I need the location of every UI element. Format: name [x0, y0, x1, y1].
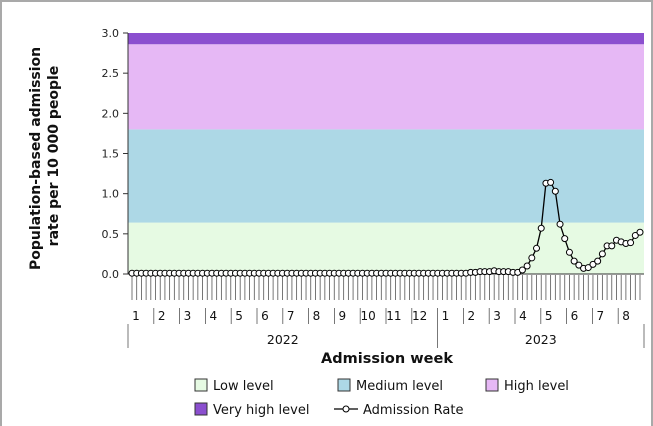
data-point	[551, 187, 559, 195]
legend-swatch	[194, 378, 208, 392]
month-label: 4	[209, 309, 217, 323]
month-label: 1	[442, 309, 450, 323]
band-high-level	[128, 44, 644, 130]
month-label: 7	[287, 309, 295, 323]
month-label: 3	[493, 309, 501, 323]
legend: Low level Medium level High level Very high…	[194, 378, 569, 418]
month-label: 6	[261, 309, 269, 323]
data-point	[537, 224, 545, 232]
data-point	[636, 228, 644, 236]
data-point	[528, 254, 536, 262]
month-label: 1	[132, 309, 140, 323]
legend-item-very-high-level: Very high level	[194, 402, 309, 418]
data-point	[627, 239, 635, 247]
y-tick-label: 1.0	[102, 188, 120, 201]
y-tick-label: 0.0	[102, 268, 120, 281]
band-low-level	[128, 222, 644, 274]
legend-item-low-level: Low level	[194, 378, 274, 394]
legend-swatch	[485, 378, 499, 392]
band-very-high-level	[128, 33, 644, 45]
y-axis-label: Population-based admission rate per 10 0…	[28, 42, 62, 270]
y-axis-label-line-1: Population-based admission	[28, 47, 44, 270]
month-label: 10	[360, 309, 375, 323]
data-point	[598, 250, 606, 258]
legend-swatch	[194, 402, 208, 416]
month-label: 8	[313, 309, 321, 323]
y-tick-label: 1.5	[102, 148, 120, 161]
legend-label: Admission Rate	[363, 403, 463, 418]
legend-swatch	[337, 378, 351, 392]
month-label: 9	[338, 309, 346, 323]
month-label: 2	[158, 309, 166, 323]
y-tick-label: 2.0	[102, 107, 120, 120]
legend-item-admission-rate: Admission Rate	[334, 403, 463, 418]
y-axis-label-line-2: rate per 10 000 people	[46, 66, 62, 247]
admission-rate-series	[128, 178, 644, 277]
data-point	[547, 178, 555, 186]
data-point	[565, 248, 573, 256]
month-label: 6	[571, 309, 579, 323]
data-point	[608, 242, 616, 250]
data-point	[589, 260, 597, 268]
band-medium-level	[128, 129, 644, 223]
data-point	[575, 261, 583, 269]
y-tick-label: 0.5	[102, 228, 120, 241]
month-label: 12	[412, 309, 427, 323]
data-point	[584, 264, 592, 272]
data-point	[518, 266, 526, 274]
data-point	[594, 257, 602, 265]
data-point	[570, 257, 578, 265]
month-label: 8	[622, 309, 630, 323]
legend-item-high-level: High level	[485, 378, 569, 394]
data-point	[556, 220, 564, 228]
legend-label: High level	[504, 379, 569, 394]
data-point	[533, 244, 541, 252]
y-axis-ticks: 0.0 0.5 1.0 1.5 2.0 2.5 3.0	[102, 27, 128, 281]
legend-marker	[342, 405, 350, 413]
month-label: 5	[235, 309, 243, 323]
month-label: 3	[184, 309, 192, 323]
level-bands	[128, 33, 644, 274]
data-point	[523, 262, 531, 270]
data-point	[631, 231, 639, 239]
month-label: 5	[545, 309, 553, 323]
year-label: 2022	[267, 332, 299, 347]
y-tick-label: 3.0	[102, 27, 120, 40]
month-label: 7	[596, 309, 604, 323]
month-label: 2	[467, 309, 475, 323]
legend-label: Medium level	[356, 379, 443, 394]
month-label: 11	[386, 309, 401, 323]
legend-item-medium-level: Medium level	[337, 378, 443, 394]
year-label: 2023	[525, 332, 557, 347]
data-point	[561, 235, 569, 243]
y-tick-label: 2.5	[102, 67, 120, 80]
legend-label: Very high level	[213, 403, 309, 418]
month-label: 4	[519, 309, 527, 323]
x-axis-label: Admission week	[321, 351, 453, 367]
legend-label: Low level	[213, 379, 274, 394]
